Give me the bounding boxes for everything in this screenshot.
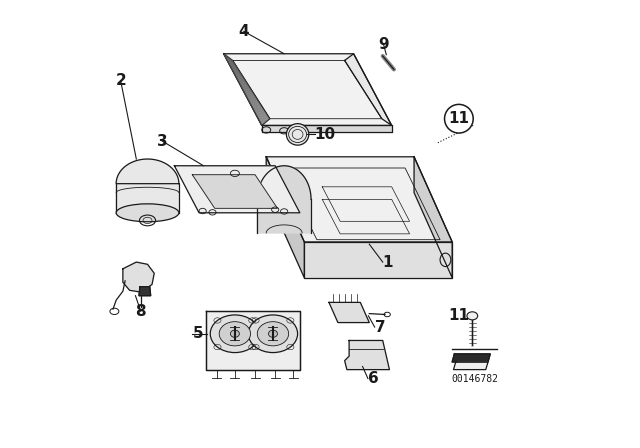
Polygon shape	[262, 125, 392, 132]
Text: 00146782: 00146782	[451, 374, 498, 383]
Text: 2: 2	[115, 73, 126, 88]
Polygon shape	[266, 157, 305, 278]
Text: 11: 11	[449, 111, 469, 126]
Polygon shape	[266, 157, 452, 242]
Text: 1: 1	[383, 254, 393, 270]
Ellipse shape	[269, 330, 278, 337]
Text: 11: 11	[449, 308, 469, 323]
Polygon shape	[123, 262, 154, 292]
Text: 8: 8	[136, 304, 146, 319]
Ellipse shape	[230, 330, 239, 337]
Polygon shape	[345, 340, 389, 370]
Polygon shape	[257, 166, 311, 233]
Polygon shape	[224, 54, 270, 125]
Polygon shape	[452, 354, 490, 362]
Ellipse shape	[210, 315, 260, 353]
Polygon shape	[224, 54, 392, 125]
Circle shape	[445, 104, 473, 133]
Ellipse shape	[467, 312, 477, 320]
Ellipse shape	[219, 322, 251, 346]
Polygon shape	[139, 287, 150, 296]
Polygon shape	[345, 54, 392, 125]
Polygon shape	[414, 157, 452, 278]
Polygon shape	[174, 166, 300, 213]
Text: 7: 7	[374, 319, 385, 335]
Polygon shape	[116, 159, 179, 213]
Ellipse shape	[287, 124, 309, 145]
Polygon shape	[454, 362, 488, 370]
Ellipse shape	[116, 204, 179, 222]
Text: 5: 5	[192, 326, 203, 341]
Polygon shape	[305, 242, 452, 278]
Polygon shape	[329, 302, 369, 323]
Polygon shape	[192, 175, 278, 208]
Polygon shape	[206, 311, 300, 370]
Text: 4: 4	[239, 24, 249, 39]
Text: 10: 10	[315, 127, 336, 142]
Ellipse shape	[257, 322, 289, 346]
Text: 6: 6	[368, 371, 379, 386]
Ellipse shape	[248, 315, 298, 353]
Text: 3: 3	[157, 134, 168, 149]
Text: 9: 9	[378, 37, 389, 52]
